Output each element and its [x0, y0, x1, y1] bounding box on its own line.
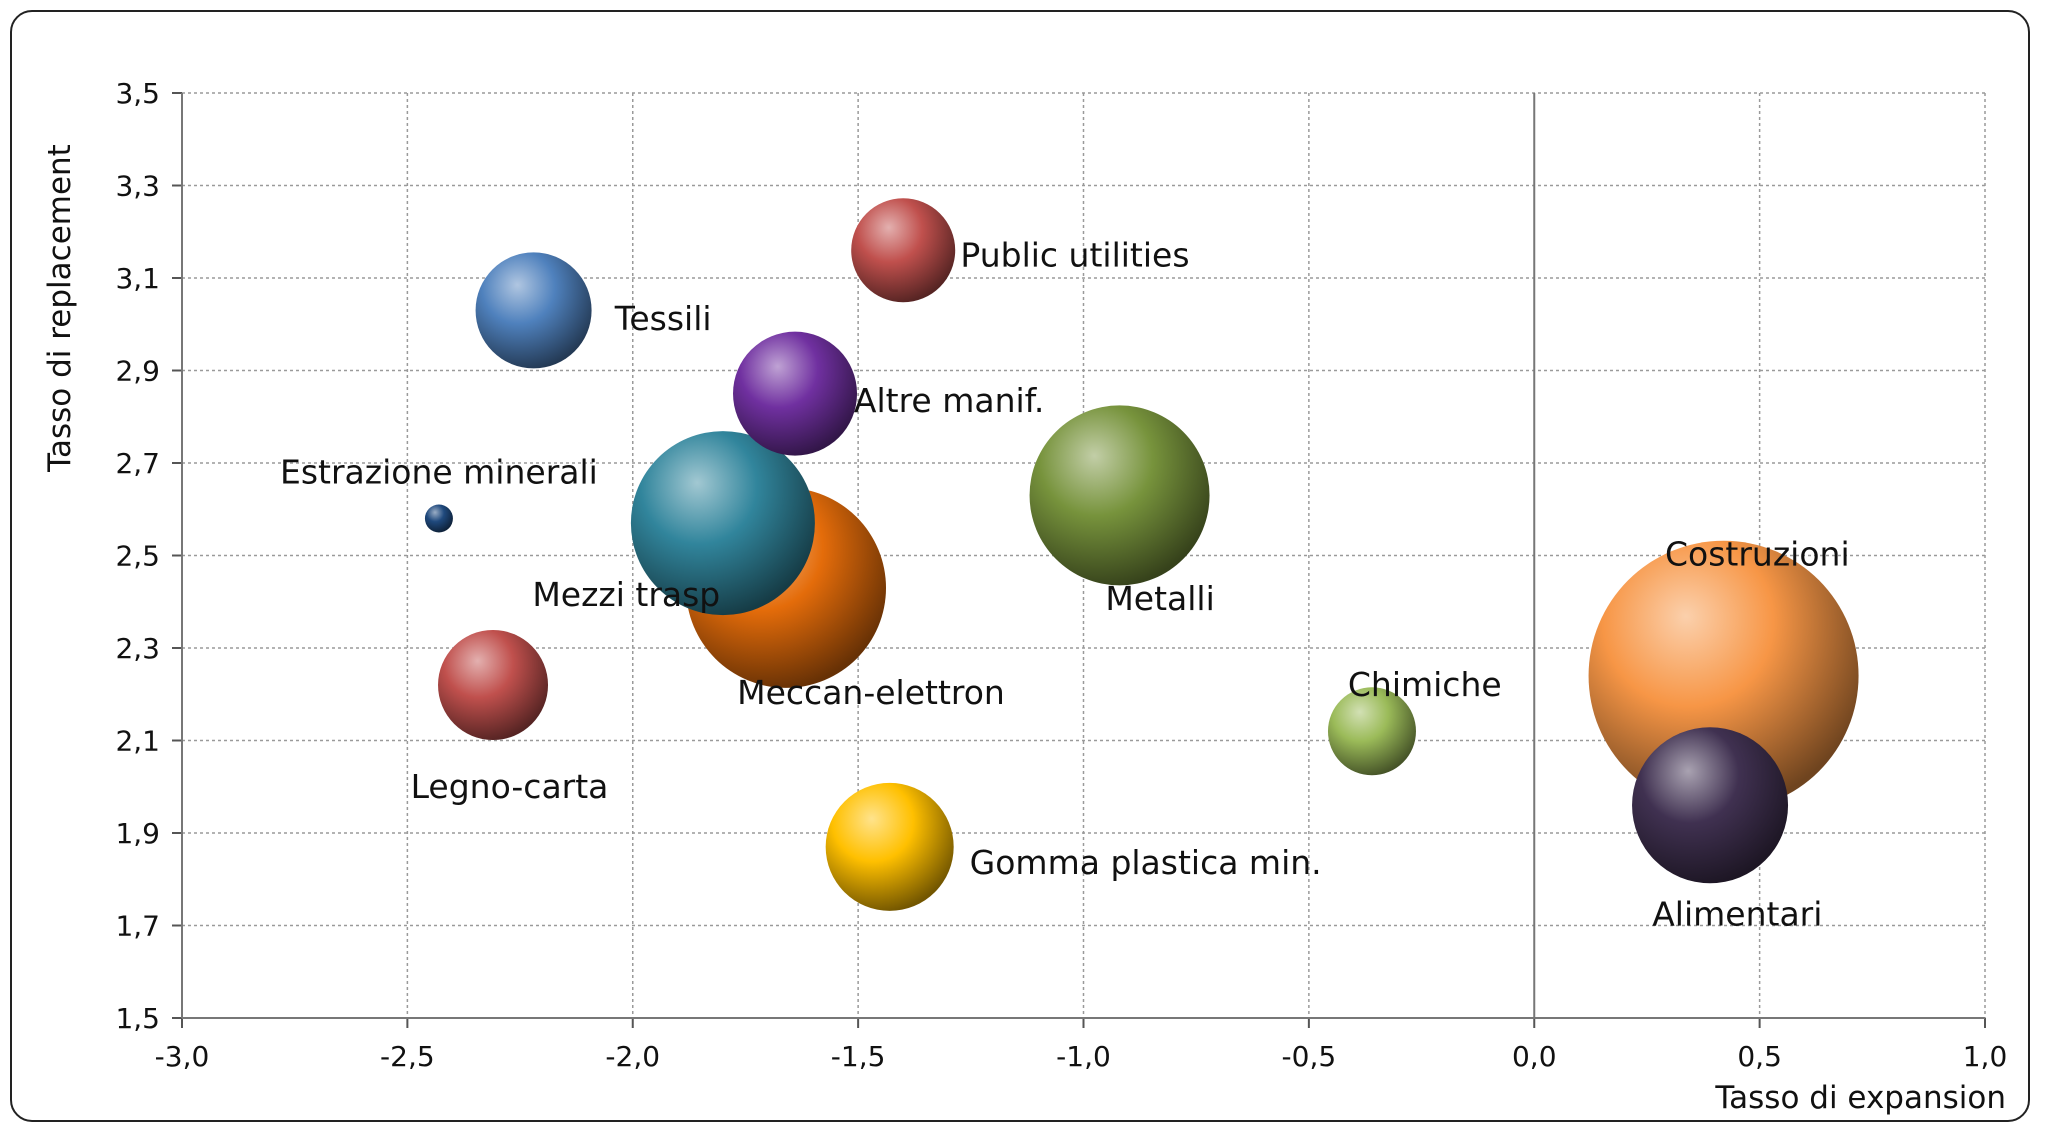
label-gomma-plastica-min: Gomma plastica min.	[970, 843, 1322, 882]
label-metalli: Metalli	[1105, 579, 1214, 618]
label-legno-carta: Legno-carta	[411, 767, 609, 806]
x-axis-title: Tasso di expansion	[1714, 1080, 2006, 1116]
label-alimentari: Alimentari	[1652, 894, 1822, 933]
bubble-costruzioni	[1588, 540, 1859, 811]
x-tick-label: -0,5	[1282, 1040, 1337, 1073]
y-tick-label: 2,5	[115, 540, 160, 573]
label-chimiche: Chimiche	[1348, 665, 1502, 704]
bubble-mezzi-trasp	[630, 431, 815, 616]
label-public-utilities: Public utilities	[960, 235, 1189, 274]
y-tick-label: 2,1	[115, 725, 160, 758]
y-tick-label: 2,3	[115, 632, 160, 665]
bubbles	[424, 198, 1859, 911]
label-altre-manif: Altre manif.	[854, 381, 1044, 420]
y-tick-label: 2,9	[115, 355, 160, 388]
label-costruzioni: Costruzioni	[1665, 534, 1850, 573]
y-tick-label: 1,7	[115, 910, 160, 943]
x-tick-label: 0,0	[1512, 1040, 1557, 1073]
y-tick-label: 2,7	[115, 447, 160, 480]
y-tick-label: 3,3	[115, 170, 160, 203]
label-mezzi-trasp: Mezzi trasp	[532, 575, 720, 614]
bubble-metalli	[1029, 405, 1210, 586]
bubble-tessili	[475, 252, 592, 369]
x-tick-label: -1,0	[1056, 1040, 1111, 1073]
x-tick-label: -3,0	[155, 1040, 210, 1073]
axes: -3,0 -2,5 -2,0 -1,5 -1,0 -0,5 0,0 0,5 1,0 3,5 3,3 3…	[115, 77, 2007, 1073]
bubble-public-utilities	[851, 198, 956, 303]
x-tick-label: 1,0	[1963, 1040, 2008, 1073]
label-estrazione-minerali: Estrazione minerali	[280, 453, 598, 492]
x-tick-label: -1,5	[831, 1040, 886, 1073]
bubble-legno-carta	[438, 630, 549, 740]
bubble-labels: Public utilities Tessili Altre manif. Estra…	[280, 235, 1850, 933]
y-tick-label: 3,1	[115, 262, 160, 295]
y-tick-label: 1,5	[115, 1002, 160, 1035]
bubble-altre-manif	[733, 331, 858, 456]
x-tick-label: 0,5	[1737, 1040, 1782, 1073]
bubble-chimiche	[1327, 687, 1416, 776]
y-axis-title: Tasso di replacement	[42, 144, 78, 473]
bubble-gomma-plastica-min	[825, 782, 954, 911]
y-tick-label: 3,5	[115, 77, 160, 110]
y-tick-label: 1,9	[115, 817, 160, 850]
label-tessili: Tessili	[614, 299, 712, 338]
bubble-alimentari	[1632, 727, 1789, 884]
bubble-estrazione-minerali	[424, 504, 453, 533]
x-tick-label: -2,5	[380, 1040, 435, 1073]
label-meccan-elettron: Meccan-elettron	[737, 673, 1005, 712]
x-tick-label: -2,0	[605, 1040, 660, 1073]
